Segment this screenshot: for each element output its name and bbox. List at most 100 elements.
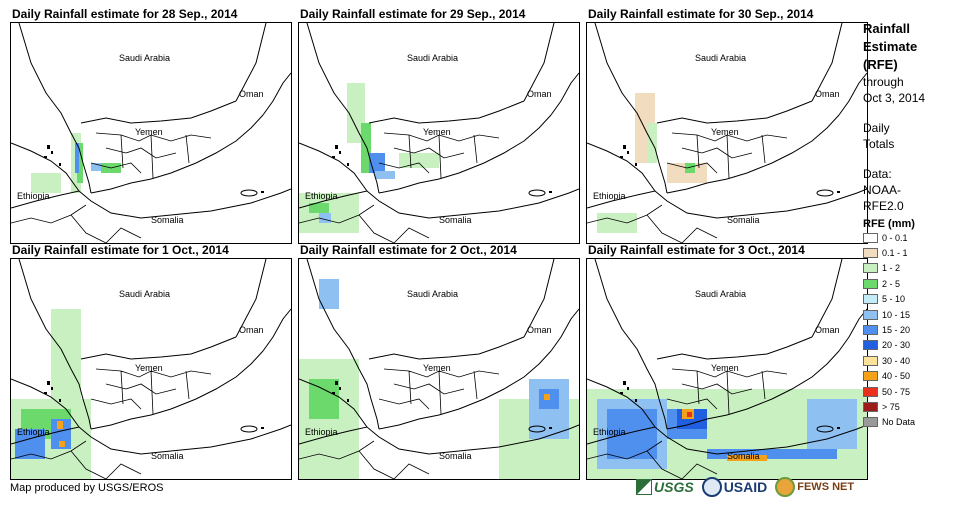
label-yemen: Yemen — [711, 127, 739, 137]
sidebar-title-line: Estimate — [863, 39, 918, 54]
sidebar-daily: Daily — [863, 121, 890, 135]
panel-28sep: Daily Rainfall estimate for 28 Sep., 201… — [10, 6, 292, 244]
legend-label: 50 - 75 — [882, 386, 911, 397]
legend-label: 2 - 5 — [882, 278, 901, 289]
panel-1oct: Daily Rainfall estimate for 1 Oct., 2014… — [10, 242, 292, 480]
legend-item: 0 - 0.1 — [863, 230, 963, 245]
legend-swatch — [863, 371, 878, 382]
usaid-seal-icon — [701, 477, 722, 497]
panel-title: Daily Rainfall estimate for 3 Oct., 2014 — [588, 243, 805, 257]
legend-swatch — [863, 263, 878, 274]
legend-label: > 75 — [882, 401, 900, 412]
legend-swatch — [863, 386, 878, 397]
usaid-logo-text: USAID — [723, 479, 768, 495]
usgs-wave-icon — [636, 479, 652, 495]
label-somalia: Somalia — [727, 215, 760, 225]
panel-title: Daily Rainfall estimate for 1 Oct., 2014 — [12, 243, 229, 257]
legend-item: 0.1 - 1 — [863, 245, 963, 260]
sidebar-data-source: NOAA- — [863, 183, 902, 197]
legend-label: 0.1 - 1 — [882, 248, 908, 259]
label-saudi-arabia: Saudi Arabia — [119, 289, 170, 299]
panel-title: Daily Rainfall estimate for 2 Oct., 2014 — [300, 243, 517, 257]
sidebar-title-line: Rainfall — [863, 21, 910, 36]
legend-label: 30 - 40 — [882, 355, 911, 366]
label-yemen: Yemen — [135, 363, 163, 373]
rainfall-map: Saudi Arabia Oman Yemen Ethiopia Somalia — [10, 258, 292, 480]
legend-swatch — [863, 278, 878, 289]
legend-swatch — [863, 401, 878, 412]
rainfall-map: Saudi Arabia Oman Yemen Ethiopia Somalia — [298, 258, 580, 480]
legend-label: 0 - 0.1 — [882, 232, 908, 243]
label-ethiopia: Ethiopia — [593, 191, 626, 201]
legend-swatch — [863, 309, 878, 320]
label-oman: Oman — [239, 325, 264, 335]
panel-29sep: Daily Rainfall estimate for 29 Sep., 201… — [298, 6, 580, 244]
rainfall-map: Saudi Arabia Oman Yemen Ethiopia Somalia — [586, 22, 868, 244]
legend-item: 1 - 2 — [863, 261, 963, 276]
label-yemen: Yemen — [423, 127, 451, 137]
label-oman: Oman — [527, 89, 552, 99]
usaid-logo: USAID — [701, 477, 768, 497]
legend-item: 20 - 30 — [863, 338, 963, 353]
legend-item: 30 - 40 — [863, 353, 963, 368]
legend-swatch — [863, 355, 878, 366]
label-somalia: Somalia — [727, 451, 760, 461]
label-ethiopia: Ethiopia — [593, 427, 626, 437]
label-yemen: Yemen — [423, 363, 451, 373]
sidebar-data-source: RFE2.0 — [863, 199, 904, 213]
legend-item: 2 - 5 — [863, 276, 963, 291]
usgs-logo-text: USGS — [654, 479, 694, 495]
map-credit: Map produced by USGS/EROS — [10, 482, 164, 494]
legend-swatch — [863, 325, 878, 336]
label-yemen: Yemen — [135, 127, 163, 137]
sidebar-totals: Totals — [863, 137, 895, 151]
legend-label: 5 - 10 — [882, 294, 906, 305]
panel-title: Daily Rainfall estimate for 30 Sep., 201… — [588, 7, 814, 21]
label-saudi-arabia: Saudi Arabia — [407, 289, 458, 299]
label-saudi-arabia: Saudi Arabia — [407, 53, 458, 63]
logos: USGS USAID FEWS NET — [636, 477, 854, 497]
label-somalia: Somalia — [439, 215, 472, 225]
label-saudi-arabia: Saudi Arabia — [695, 289, 746, 299]
usgs-logo: USGS — [636, 479, 694, 495]
legend-label: 40 - 50 — [882, 371, 911, 382]
label-yemen: Yemen — [711, 363, 739, 373]
legend-swatch — [863, 232, 878, 243]
panel-30sep: Daily Rainfall estimate for 30 Sep., 201… — [586, 6, 868, 244]
label-saudi-arabia: Saudi Arabia — [695, 53, 746, 63]
legend-label: 1 - 2 — [882, 263, 901, 274]
fewsnet-logo: FEWS NET — [775, 477, 854, 497]
legend-item: > 75 — [863, 399, 963, 414]
rainfall-legend: 0 - 0.1 0.1 - 1 1 - 2 2 - 5 5 - 10 10 - 15 15 … — [863, 230, 963, 430]
legend-label: 10 - 15 — [882, 309, 911, 320]
label-ethiopia: Ethiopia — [17, 191, 50, 201]
sidebar-data-label: Data: — [863, 167, 892, 181]
fewsnet-logo-text: FEWS NET — [797, 481, 855, 493]
label-oman: Oman — [239, 89, 264, 99]
sidebar-through: through — [863, 75, 904, 89]
label-ethiopia: Ethiopia — [17, 427, 50, 437]
label-somalia: Somalia — [151, 215, 184, 225]
label-oman: Oman — [815, 325, 840, 335]
rainfall-map: Saudi Arabia Oman Yemen Ethiopia Somalia — [298, 22, 580, 244]
label-somalia: Somalia — [151, 451, 184, 461]
label-ethiopia: Ethiopia — [305, 191, 338, 201]
legend-swatch — [863, 294, 878, 305]
label-ethiopia: Ethiopia — [305, 427, 338, 437]
sidebar-date: Oct 3, 2014 — [863, 91, 926, 105]
label-somalia: Somalia — [439, 451, 472, 461]
legend-label: 15 - 20 — [882, 325, 911, 336]
legend-title: RFE (mm) — [863, 218, 915, 230]
legend-label: 20 - 30 — [882, 340, 911, 351]
rainfall-map: Saudi Arabia Oman Yemen Ethiopia Somalia — [586, 258, 868, 480]
panel-3oct: Daily Rainfall estimate for 3 Oct., 2014… — [586, 242, 868, 480]
sidebar-title-line: (RFE) — [863, 57, 898, 72]
legend-item: 50 - 75 — [863, 384, 963, 399]
legend-item: 40 - 50 — [863, 369, 963, 384]
legend-item: 15 - 20 — [863, 322, 963, 337]
rainfall-map: Saudi Arabia Oman Yemen Ethiopia Somalia — [10, 22, 292, 244]
legend-swatch — [863, 340, 878, 351]
legend-item: 10 - 15 — [863, 307, 963, 322]
panel-title: Daily Rainfall estimate for 28 Sep., 201… — [12, 7, 238, 21]
label-saudi-arabia: Saudi Arabia — [119, 53, 170, 63]
